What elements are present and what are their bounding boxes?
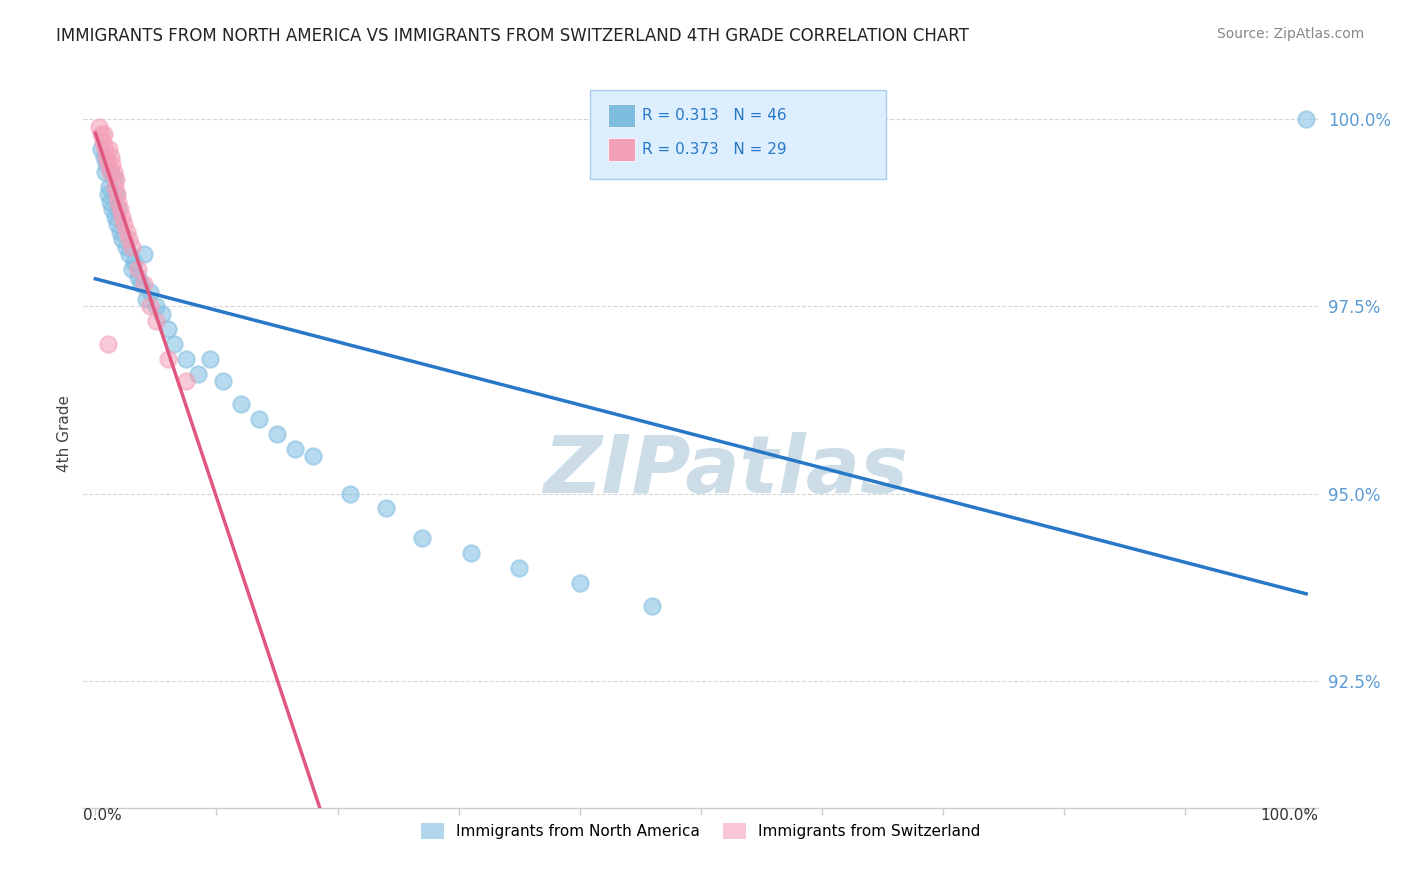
Point — [111, 210, 134, 224]
Point — [163, 337, 186, 351]
Point — [122, 254, 145, 268]
Point — [107, 194, 129, 209]
Point — [174, 351, 197, 366]
Point — [93, 150, 115, 164]
Point — [115, 225, 138, 239]
Point — [114, 239, 136, 253]
Point — [211, 374, 233, 388]
Point — [229, 397, 252, 411]
Point — [139, 285, 162, 299]
Point — [90, 142, 112, 156]
Point — [641, 599, 664, 613]
Point — [94, 142, 117, 156]
Point — [96, 157, 118, 171]
Point — [105, 217, 128, 231]
Point — [111, 232, 134, 246]
Point — [132, 277, 155, 291]
Point — [460, 546, 482, 560]
Point — [145, 300, 167, 314]
Text: R = 0.373   N = 29: R = 0.373 N = 29 — [641, 142, 786, 157]
Point — [375, 501, 398, 516]
Point — [108, 202, 131, 217]
Point — [87, 120, 110, 134]
Point — [94, 165, 117, 179]
Point — [145, 314, 167, 328]
Point — [114, 217, 136, 231]
Point — [121, 239, 143, 253]
Text: ZIPatlas: ZIPatlas — [543, 432, 908, 510]
Point — [104, 172, 127, 186]
Point — [121, 262, 143, 277]
Point — [135, 292, 157, 306]
Point — [508, 561, 530, 575]
Point — [139, 300, 162, 314]
Point — [100, 165, 122, 179]
Point — [97, 142, 120, 156]
Point — [103, 165, 125, 179]
Point — [104, 187, 127, 202]
Text: IMMIGRANTS FROM NORTH AMERICA VS IMMIGRANTS FROM SWITZERLAND 4TH GRADE CORRELATI: IMMIGRANTS FROM NORTH AMERICA VS IMMIGRA… — [56, 27, 969, 45]
Point — [266, 426, 288, 441]
Point — [174, 374, 197, 388]
Point — [103, 172, 125, 186]
Point — [96, 150, 118, 164]
Point — [187, 367, 209, 381]
Point — [97, 179, 120, 194]
Point — [127, 262, 149, 277]
Point — [411, 532, 433, 546]
Point — [131, 277, 153, 291]
Text: 0.0%: 0.0% — [83, 808, 122, 822]
Point — [104, 210, 127, 224]
FancyBboxPatch shape — [589, 89, 886, 179]
Point — [118, 232, 141, 246]
Point — [108, 225, 131, 239]
Point — [157, 351, 180, 366]
Point — [101, 157, 124, 171]
Point — [96, 337, 118, 351]
Point — [200, 351, 222, 366]
Text: 100.0%: 100.0% — [1260, 808, 1319, 822]
Point — [100, 150, 122, 164]
Bar — [609, 138, 636, 161]
Y-axis label: 4th Grade: 4th Grade — [58, 395, 72, 472]
Point — [90, 128, 112, 142]
Point — [157, 322, 180, 336]
Point — [93, 128, 115, 142]
Point — [104, 179, 127, 194]
Bar — [609, 104, 636, 127]
Point — [101, 202, 124, 217]
Legend: Immigrants from North America, Immigrants from Switzerland: Immigrants from North America, Immigrant… — [415, 817, 987, 845]
Point — [302, 449, 325, 463]
Text: R = 0.313   N = 46: R = 0.313 N = 46 — [641, 108, 786, 123]
Point — [91, 135, 114, 149]
Point — [247, 411, 270, 425]
Point — [339, 486, 361, 500]
Point — [1295, 112, 1317, 127]
Point — [284, 442, 307, 456]
Point — [127, 269, 149, 284]
Point — [96, 157, 118, 171]
Point — [132, 247, 155, 261]
Point — [98, 194, 121, 209]
Point — [107, 202, 129, 217]
Point — [96, 187, 118, 202]
Point — [568, 576, 591, 591]
Point — [118, 247, 141, 261]
Point — [98, 165, 121, 179]
Text: Source: ZipAtlas.com: Source: ZipAtlas.com — [1216, 27, 1364, 41]
Point — [150, 307, 173, 321]
Point — [105, 187, 128, 202]
